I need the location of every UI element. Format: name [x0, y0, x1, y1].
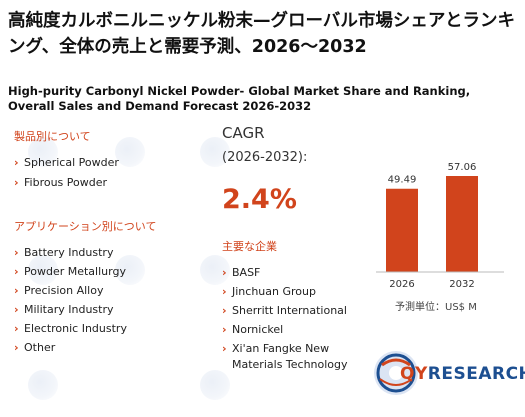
- watermark-logo: [200, 255, 230, 285]
- bar-2032: [446, 176, 478, 272]
- list-item: › Military Industry: [14, 303, 127, 322]
- list-item: › Fibrous Powder: [14, 176, 119, 196]
- chevron-right-icon: ›: [222, 266, 227, 279]
- chevron-right-icon: ›: [222, 342, 227, 355]
- list-item-label: Military Industry: [24, 303, 114, 316]
- list-item-label: Jinchuan Group: [232, 285, 316, 298]
- chevron-right-icon: ›: [222, 285, 227, 298]
- watermark-logo: [115, 137, 145, 167]
- bar-2026: [386, 188, 418, 272]
- bar-value-label: 49.49: [388, 175, 417, 186]
- list-item: › Sherritt International: [222, 304, 348, 323]
- cagr-value: 2.4%: [222, 184, 297, 215]
- list-item-label: Xi'an Fangke New: [232, 342, 330, 355]
- list-item-label: Sherritt International: [232, 304, 347, 317]
- watermark-logo: [28, 137, 58, 167]
- cagr-label: CAGR: [222, 124, 265, 142]
- list-item-label: Battery Industry: [24, 246, 114, 259]
- list-item: › Precision Alloy: [14, 284, 127, 303]
- qyresearch-globe-icon: [374, 351, 418, 395]
- chevron-right-icon: ›: [14, 322, 19, 335]
- list-item-label: BASF: [232, 266, 261, 279]
- list-item: › Spherical Powder: [14, 156, 119, 176]
- companies-list: › BASF › Jinchuan Group › Sherritt Inter…: [222, 266, 348, 374]
- list-item: › Jinchuan Group: [222, 285, 348, 304]
- watermark-logo: [200, 370, 230, 400]
- market-size-bar-chart: 49.49 2026 57.06 2032: [376, 162, 504, 290]
- list-item-label: Nornickel: [232, 323, 284, 336]
- x-tick-label: 2026: [389, 279, 414, 290]
- chevron-right-icon: ›: [14, 284, 19, 297]
- chevron-right-icon: ›: [14, 265, 19, 278]
- chevron-right-icon: ›: [14, 303, 19, 316]
- x-tick-label: 2032: [449, 279, 474, 290]
- chevron-right-icon: ›: [14, 341, 19, 354]
- list-item-label: Powder Metallurgy: [24, 265, 126, 278]
- page-title-japanese: 高純度カルボニルニッケル粉末—グローバル市場シェアとランキング、全体の売上と需要…: [8, 11, 515, 57]
- list-item: › Electronic Industry: [14, 322, 127, 341]
- list-item: Materials Technology: [222, 358, 348, 374]
- chevron-right-icon: ›: [14, 156, 19, 169]
- list-item: › Nornickel: [222, 323, 348, 342]
- list-item: › Powder Metallurgy: [14, 265, 127, 284]
- list-item: › Battery Industry: [14, 246, 127, 265]
- list-item: › BASF: [222, 266, 348, 285]
- chevron-right-icon: ›: [222, 304, 227, 317]
- application-list: › Battery Industry › Powder Metallurgy ›…: [14, 246, 127, 360]
- watermark-logo: [115, 255, 145, 285]
- watermark-logo: [28, 255, 58, 285]
- list-item: › Xi'an Fangke New: [222, 342, 348, 358]
- cagr-period: (2026-2032):: [222, 150, 308, 165]
- list-item-label: Spherical Powder: [24, 156, 119, 169]
- bar-value-label: 57.06: [448, 162, 477, 173]
- unit-label: 予測単位：US$ M: [395, 302, 477, 313]
- product-list: › Spherical Powder › Fibrous Powder: [14, 156, 119, 196]
- chevron-right-icon: ›: [14, 246, 19, 259]
- watermark-logo: [200, 137, 230, 167]
- list-item-label: Other: [24, 341, 56, 354]
- qyresearch-logo: QYRESEARCH: [400, 364, 525, 384]
- watermark-logo: [28, 370, 58, 400]
- application-section-heading: アプリケーション別について: [14, 220, 157, 233]
- product-section-heading: 製品別について: [14, 130, 91, 143]
- page-title-english: High-purity Carbonyl Nickel Powder- Glob…: [8, 84, 471, 113]
- chevron-right-icon: ›: [222, 323, 227, 336]
- list-item-label: Materials Technology: [232, 358, 348, 371]
- list-item-label: Fibrous Powder: [24, 176, 108, 189]
- list-item-label: Electronic Industry: [24, 322, 127, 335]
- list-item: › Other: [14, 341, 127, 360]
- chevron-right-icon: ›: [14, 176, 19, 189]
- companies-section-heading: 主要な企業: [222, 240, 277, 253]
- list-item-label: Precision Alloy: [24, 284, 104, 297]
